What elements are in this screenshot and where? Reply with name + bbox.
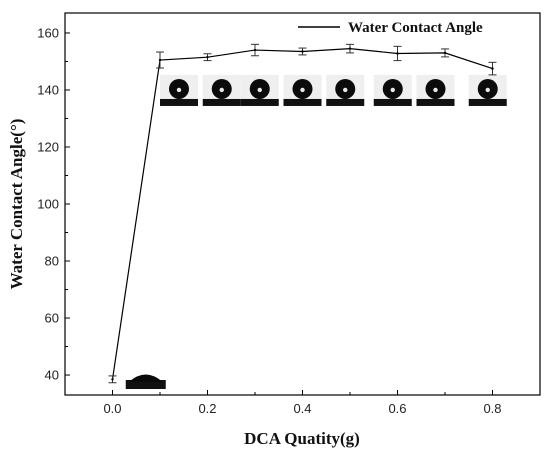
drop-highlight xyxy=(433,87,438,93)
substrate xyxy=(416,98,455,106)
y-tick-label: 140 xyxy=(37,82,59,97)
y-tick-label: 160 xyxy=(37,25,59,40)
droplet-image xyxy=(326,74,365,106)
data-point xyxy=(253,48,257,52)
data-point xyxy=(111,378,114,381)
y-tick-label: 100 xyxy=(37,197,59,212)
x-tick-label: 0.2 xyxy=(198,401,216,416)
x-tick-label: 0.4 xyxy=(293,401,311,416)
substrate xyxy=(283,98,322,106)
axes-layer: 0.0 0.2 0.4 0.6 0.8 40 60 80 100 120 140 160 xyxy=(37,25,541,416)
data-point xyxy=(396,52,399,55)
droplet-image xyxy=(240,74,279,106)
data-point xyxy=(158,58,162,62)
drop-highlight xyxy=(390,87,395,93)
x-tick-label: 0.0 xyxy=(103,401,121,416)
y-tick-label: 80 xyxy=(45,254,59,269)
y-tick-label: 120 xyxy=(37,139,59,154)
data-point xyxy=(443,51,447,55)
drop-highlight xyxy=(343,87,348,93)
data-point xyxy=(491,67,494,70)
drop-highlight xyxy=(176,87,182,93)
droplet-image xyxy=(468,74,507,106)
substrate xyxy=(373,98,412,106)
plot-frame xyxy=(64,12,541,396)
substrate xyxy=(240,98,279,106)
y-tick-label: 60 xyxy=(45,311,59,326)
droplet-image xyxy=(283,74,322,106)
substrate xyxy=(160,98,198,106)
x-tick-label: 0.8 xyxy=(483,401,501,416)
x-tick-label: 0.6 xyxy=(388,401,406,416)
y-tick-label: 40 xyxy=(45,368,59,383)
x-axis-title: DCA Quatity(g) xyxy=(244,429,360,448)
legend-label: Water Contact Angle xyxy=(348,20,483,36)
droplet-image xyxy=(125,374,166,389)
data-point xyxy=(348,47,352,50)
drop-highlight xyxy=(257,87,262,93)
legend: Water Contact Angle xyxy=(298,20,483,36)
spread-drop xyxy=(128,374,163,382)
droplet-image xyxy=(373,74,412,106)
y-axis-title: Water Contact Angle(°) xyxy=(7,119,26,290)
data-point xyxy=(206,55,209,59)
series-layer xyxy=(108,43,497,384)
drop-highlight xyxy=(300,87,305,93)
droplet-image xyxy=(202,74,241,106)
drop-highlight xyxy=(219,87,224,93)
substrate xyxy=(202,98,241,106)
substrate xyxy=(468,98,507,106)
substrate xyxy=(125,380,166,389)
substrate xyxy=(326,98,365,106)
droplet-image xyxy=(160,74,198,106)
data-point xyxy=(301,50,304,53)
droplet-image xyxy=(416,74,455,106)
droplet-images xyxy=(125,74,507,389)
drop-highlight xyxy=(485,87,490,93)
